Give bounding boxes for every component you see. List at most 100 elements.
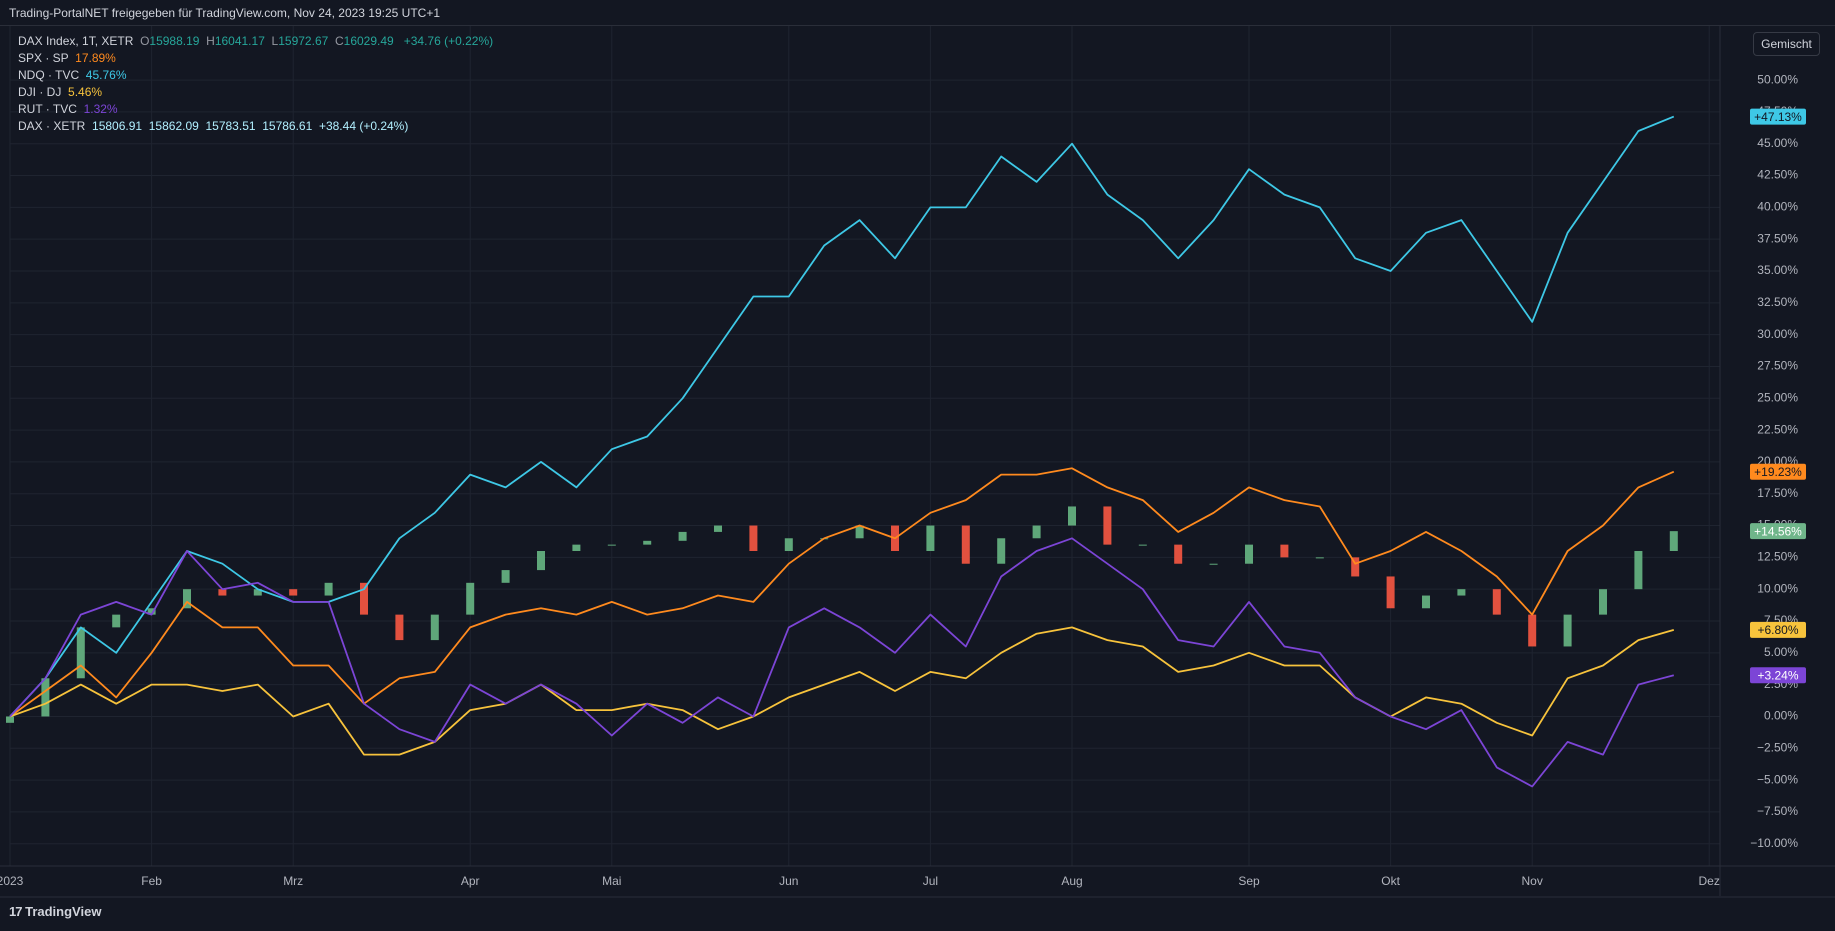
x-tick-label: Feb xyxy=(141,874,162,888)
y-tick-label: 12.50% xyxy=(1757,550,1798,564)
candle xyxy=(1422,595,1430,609)
last-value-label: +47.13% xyxy=(1754,110,1802,124)
legend-values: 15806.91 15862.09 15783.51 15786.61 +38.… xyxy=(92,119,415,133)
candle xyxy=(218,589,227,596)
y-tick-label: 50.00% xyxy=(1757,72,1798,86)
legend-row: NDQ · TVC 45.76% xyxy=(18,67,493,84)
footer-logo: 17 TradingView xyxy=(9,904,102,919)
candle xyxy=(643,540,652,545)
y-tick-label: −7.50% xyxy=(1757,804,1798,818)
candle xyxy=(76,627,85,679)
mode-button[interactable]: Gemischt xyxy=(1753,32,1820,56)
last-value-label: +3.24% xyxy=(1757,668,1798,682)
y-tick-label: −10.00% xyxy=(1750,836,1798,850)
y-tick-label: 17.50% xyxy=(1757,486,1798,500)
legend-header: DAX Index, 1T, XETR O15988.19 H16041.17 … xyxy=(18,33,493,50)
candle xyxy=(1599,589,1607,615)
candle xyxy=(1563,614,1572,647)
legend-value: 15786.61 xyxy=(262,119,313,133)
y-tick-label: −2.50% xyxy=(1757,740,1798,754)
legend-name: SPX · SP xyxy=(18,51,69,65)
last-value-badge xyxy=(1750,463,1806,480)
x-tick-label: Sep xyxy=(1238,874,1260,888)
legend-value: 15806.91 xyxy=(92,119,143,133)
candle xyxy=(1386,576,1395,609)
y-tick-label: −5.00% xyxy=(1757,772,1798,786)
y-tick-label: 0.00% xyxy=(1764,709,1798,723)
candle xyxy=(147,608,156,615)
candle xyxy=(1032,525,1041,539)
legend-name: RUT · TVC xyxy=(18,102,77,116)
x-tick-label: Okt xyxy=(1381,874,1400,888)
y-tick-label: 27.50% xyxy=(1757,359,1798,373)
legend-title: DAX Index, 1T, XETR xyxy=(18,34,134,48)
y-tick-label: 22.50% xyxy=(1757,422,1798,436)
last-value-badge xyxy=(1750,523,1806,540)
candle xyxy=(253,589,262,596)
last-value-label: +6.80% xyxy=(1757,623,1798,637)
candle xyxy=(537,551,545,571)
top-bar: Trading-PortalNET freigegeben für Tradin… xyxy=(0,0,1835,26)
candle xyxy=(572,544,581,551)
x-tick-label: Jun xyxy=(779,874,798,888)
candle xyxy=(112,614,121,628)
ohlc-key: O xyxy=(140,34,150,48)
candle xyxy=(1138,544,1147,546)
ohlc-key: L xyxy=(271,34,279,48)
candle xyxy=(183,589,191,609)
candle xyxy=(1280,544,1289,558)
series-line xyxy=(9,537,1675,788)
x-tick-label: Dez xyxy=(1699,874,1720,888)
legend-value: 1.32% xyxy=(83,102,118,116)
ohlc-key: C xyxy=(334,34,344,48)
candle xyxy=(1209,563,1218,565)
candle xyxy=(1492,589,1501,615)
x-tick-label: Jul xyxy=(923,874,938,888)
candle xyxy=(607,544,616,546)
last-value-badge xyxy=(1750,108,1806,125)
x-tick-label: Mrz xyxy=(283,874,303,888)
candle xyxy=(997,538,1006,564)
legend-value: 17.89% xyxy=(75,51,116,65)
y-tick-label: 37.50% xyxy=(1757,231,1798,245)
last-value-badge xyxy=(1750,667,1806,684)
candle xyxy=(430,614,439,641)
candle xyxy=(1174,544,1183,564)
legend-series: SPX · SP 17.89% NDQ · TVC 45.76% DJI · DJ … xyxy=(18,50,493,118)
y-tick-label: 10.00% xyxy=(1757,581,1798,595)
legend-value: 5.46% xyxy=(68,85,103,99)
candle xyxy=(324,582,333,596)
candle xyxy=(1103,506,1112,545)
series-line xyxy=(9,115,1675,718)
legend-dax: DAX · XETR 15806.91 15862.09 15783.51 15… xyxy=(18,118,493,135)
candle xyxy=(678,531,687,541)
x-tick-label: Aug xyxy=(1061,874,1082,888)
candle xyxy=(41,678,50,717)
candle xyxy=(466,582,475,615)
candle xyxy=(501,570,510,583)
legend-value: +38.44 (+0.24%) xyxy=(318,119,409,133)
y-tick-label: 5.00% xyxy=(1764,645,1798,659)
candle xyxy=(1669,531,1678,551)
ohlc-value: 16029.49 xyxy=(343,34,394,48)
legend-value: 15862.09 xyxy=(148,119,199,133)
candle xyxy=(926,525,935,551)
legend-name: DJI · DJ xyxy=(18,85,62,99)
legend-row: SPX · SP 17.89% xyxy=(18,50,493,67)
legend-value: 15783.51 xyxy=(205,119,256,133)
y-tick-label: 30.00% xyxy=(1757,327,1798,341)
candle xyxy=(1457,589,1466,596)
legend-row: DJI · DJ 5.46% xyxy=(18,84,493,101)
series-line xyxy=(9,626,1675,756)
candle xyxy=(395,614,404,641)
ohlc-value: 15972.67 xyxy=(278,34,329,48)
y-tick-label: 32.50% xyxy=(1757,295,1798,309)
x-tick-label: 2023 xyxy=(0,874,24,888)
y-tick-label: 25.00% xyxy=(1757,390,1798,404)
legend-name: NDQ · TVC xyxy=(18,68,80,82)
candle xyxy=(1245,544,1253,564)
last-value-badge xyxy=(1750,621,1806,638)
legend-change: +34.76 (+0.22%) xyxy=(403,34,494,48)
